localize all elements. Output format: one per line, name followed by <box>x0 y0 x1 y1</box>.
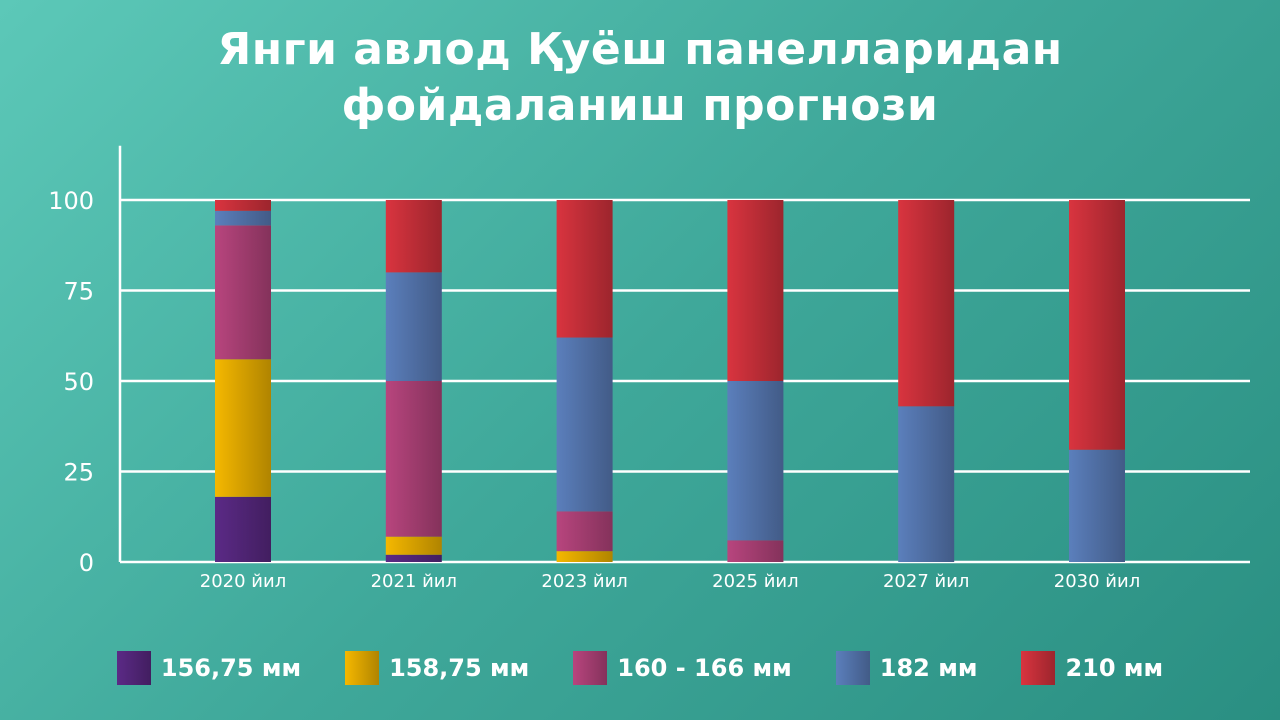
bar-segment <box>385 200 442 273</box>
legend-item: 156,75 мм <box>116 651 302 685</box>
bar-segment <box>727 381 784 541</box>
bar-segment <box>727 200 784 381</box>
bar-segment <box>215 210 271 226</box>
y-tick-label: 75 <box>63 278 94 306</box>
chart-title: Янги авлод Қуёш панелларидан фойдаланиш … <box>0 22 1280 134</box>
bar-segment <box>898 200 955 407</box>
legend-swatch <box>345 651 380 685</box>
y-tick-label: 100 <box>48 187 94 215</box>
legend-swatch <box>1021 651 1056 685</box>
bar-segment <box>385 554 442 562</box>
legend-label: 156,75 мм <box>160 654 302 682</box>
y-tick-label: 25 <box>63 459 94 487</box>
bar-segment <box>556 337 613 512</box>
bar-segment <box>898 406 955 562</box>
legend-item: 158,75 мм <box>345 651 529 685</box>
x-tick-label: 2023 йил <box>541 571 627 592</box>
bar-segment <box>215 359 271 497</box>
y-tick-label: 50 <box>63 368 94 396</box>
bar-segment <box>385 536 442 555</box>
grid-lines <box>120 198 1250 564</box>
y-tick-label: 0 <box>79 549 94 577</box>
bar-segment <box>1069 449 1125 562</box>
legend-label: 158,75 мм <box>389 654 530 682</box>
x-tick-label: 2027 йил <box>883 571 969 592</box>
bar-segment <box>385 381 442 537</box>
bar-segment <box>727 540 784 562</box>
legend-swatch <box>835 651 870 685</box>
chart-title-line2: фойдаланиш прогнози <box>341 80 939 131</box>
bar-segment <box>556 200 613 338</box>
legend-label: 182 мм <box>879 654 978 682</box>
bar-segment <box>1069 200 1125 450</box>
bars <box>215 200 1125 562</box>
x-tick-label: 2020 йил <box>200 571 286 592</box>
legend-swatch <box>573 651 608 685</box>
x-tick-label: 2025 йил <box>712 571 798 592</box>
chart-title-line1: Янги авлод Қуёш панелларидан <box>217 24 1063 75</box>
axes: 0 25 50 75 100 2020 йил 2021 йил 2023 йил 2025 й… <box>48 145 1140 592</box>
legend: 156,75 мм 158,75 мм 160 - 166 мм 182 мм 210 … <box>0 648 1280 688</box>
legend-label: 160 - 166 мм <box>617 654 792 682</box>
legend-label: 210 мм <box>1065 654 1164 682</box>
x-tick-label: 2021 йил <box>371 571 457 592</box>
legend-item: 160 - 166 мм <box>573 651 792 685</box>
x-tick-label: 2030 йил <box>1054 571 1140 592</box>
bar-segment <box>556 511 613 552</box>
legend-item: 210 мм <box>1021 651 1163 685</box>
bar-segment <box>215 225 271 360</box>
legend-item: 182 мм <box>835 651 978 685</box>
legend-swatch <box>116 651 151 685</box>
bar-segment <box>556 551 613 562</box>
bar-segment <box>215 496 271 562</box>
bar-segment <box>385 272 442 381</box>
bar-segment <box>215 200 271 211</box>
